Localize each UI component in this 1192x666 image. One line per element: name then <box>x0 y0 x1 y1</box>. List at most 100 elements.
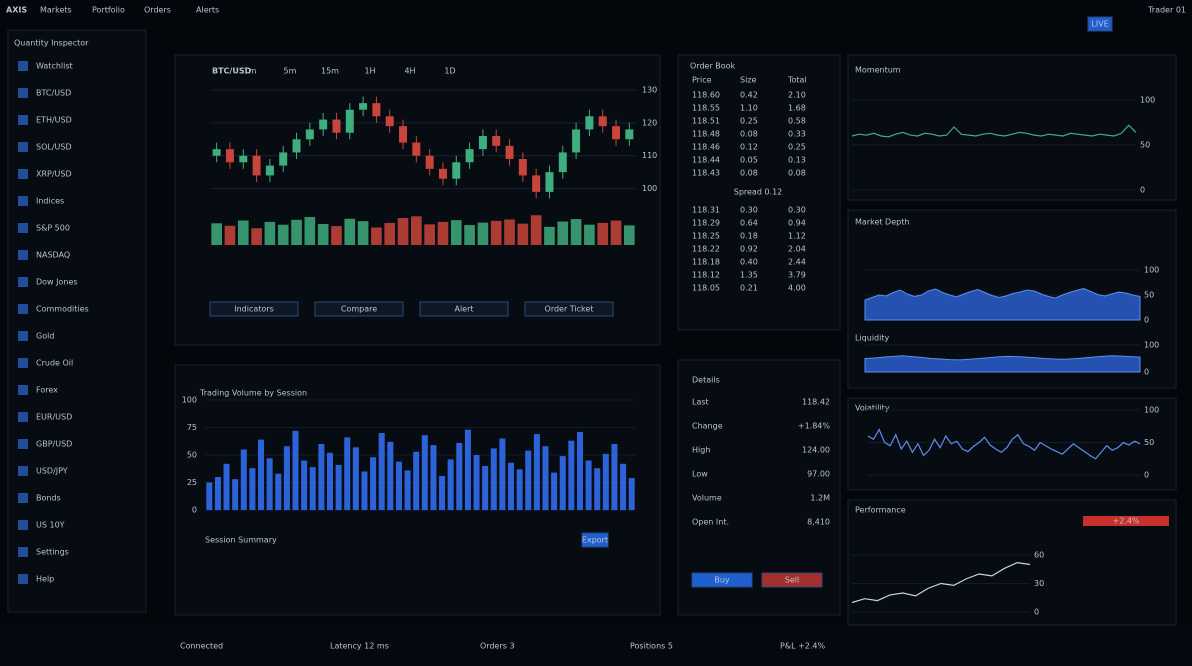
orderbook-header: Size <box>740 76 757 85</box>
buy-button[interactable] <box>691 572 753 588</box>
bar <box>258 439 265 510</box>
sidebar-item[interactable]: GBP/USD <box>36 440 72 449</box>
volume-bar <box>557 221 569 245</box>
timeframe-tab[interactable]: 1m <box>244 67 257 76</box>
orderbook-cell: 118.44 <box>692 156 720 165</box>
sidebar-item[interactable]: NASDAQ <box>36 251 70 260</box>
sidebar-item[interactable]: Settings <box>36 548 69 557</box>
y-tick-label: 100 <box>1144 266 1159 275</box>
bar <box>456 442 463 510</box>
orderbook-cell: 0.33 <box>788 130 806 139</box>
menu-item[interactable]: Alerts <box>196 6 219 15</box>
candle-body <box>279 152 288 166</box>
sidebar-item[interactable]: SOL/USD <box>36 143 72 152</box>
export-button[interactable] <box>581 532 609 548</box>
status-item: Latency 12 ms <box>330 642 389 651</box>
chart-button-label: Indicators <box>234 305 274 314</box>
sidebar-item[interactable]: Dow Jones <box>36 278 78 287</box>
sidebar-item[interactable]: Bonds <box>36 494 61 503</box>
buy-button-label: Buy <box>714 576 730 585</box>
candle-body <box>452 162 461 179</box>
timeframe-tab[interactable]: 1H <box>364 67 375 76</box>
volume-bar <box>304 217 316 245</box>
chart-button[interactable] <box>209 301 299 317</box>
sell-button-label: Sell <box>785 576 799 585</box>
volume-bar <box>237 220 249 245</box>
timeframe-tab[interactable]: 1D <box>444 67 455 76</box>
bar <box>430 445 437 510</box>
orderbook-header: Total <box>787 76 807 85</box>
bar <box>576 431 583 510</box>
sidebar-item[interactable]: Gold <box>36 332 54 341</box>
status-button[interactable] <box>1087 16 1113 32</box>
detail-key: Change <box>692 422 723 431</box>
bar <box>507 462 515 510</box>
timeframe-tab[interactable]: 15m <box>321 67 339 76</box>
timeframe-tab[interactable]: 4H <box>404 67 415 76</box>
orderbook-cell: 1.68 <box>788 104 806 113</box>
orderbook-cell: 118.31 <box>692 206 720 215</box>
y-tick-label: 100 <box>1144 341 1159 350</box>
candle-body <box>319 119 328 130</box>
candle-body <box>385 116 394 127</box>
bar <box>490 448 497 510</box>
sidebar-item[interactable]: S&P 500 <box>36 224 70 233</box>
y-tick-label: 50 <box>1144 438 1154 447</box>
candle-body <box>518 159 527 176</box>
line <box>867 428 1141 460</box>
menu-item[interactable]: Orders <box>144 6 171 15</box>
sidebar-item[interactable]: Crude Oil <box>36 359 73 368</box>
momentum-panel <box>847 54 1177 201</box>
price-title: BTC/USD <box>212 67 252 76</box>
bar <box>542 446 549 510</box>
sidebar-icon <box>18 466 28 476</box>
candle-body <box>305 129 314 140</box>
bar <box>568 440 575 510</box>
orderbook-cell: 118.22 <box>692 245 720 254</box>
chart-button[interactable] <box>314 301 404 317</box>
sidebar-item[interactable]: ETH/USD <box>36 116 72 125</box>
sidebar-item[interactable]: Help <box>36 575 54 584</box>
sidebar-item[interactable]: US 10Y <box>36 521 65 530</box>
sidebar-item[interactable]: Commodities <box>36 305 89 314</box>
candle-body <box>598 116 607 127</box>
candle-body <box>345 109 354 133</box>
timeframe-tab[interactable]: 5m <box>284 67 297 76</box>
status-item: Connected <box>180 642 223 651</box>
volume-bar <box>437 221 449 245</box>
area <box>864 287 1141 321</box>
sell-button[interactable] <box>761 572 823 588</box>
y-tick-label: 100 <box>642 184 657 193</box>
detail-value: 1.2M <box>810 494 830 503</box>
status-item: P&L +2.4% <box>780 642 825 651</box>
sidebar-item[interactable]: Watchlist <box>36 62 73 71</box>
sidebar-item[interactable]: Indices <box>36 197 64 206</box>
sidebar-item[interactable]: EUR/USD <box>36 413 72 422</box>
sidebar-item[interactable]: Forex <box>36 386 58 395</box>
volume-bar <box>517 223 529 245</box>
export-button-label: Export <box>582 536 608 545</box>
bar <box>370 457 377 510</box>
volume-bar <box>371 227 382 245</box>
status-item: Positions 5 <box>630 642 673 651</box>
orderbook-cell: 1.10 <box>740 104 758 113</box>
sidebar-item[interactable]: XRP/USD <box>36 170 72 179</box>
orderbook-cell: 0.05 <box>740 156 758 165</box>
chart-button[interactable] <box>419 301 509 317</box>
candle-body <box>412 142 421 156</box>
sidebar-icon <box>18 385 28 395</box>
orderbook-spread: Spread 0.12 <box>734 188 783 197</box>
volume-title: Trading Volume by Session <box>199 389 307 398</box>
volume-bar <box>357 221 369 245</box>
candle-body <box>252 155 261 176</box>
bar <box>292 430 299 510</box>
sidebar-item[interactable]: BTC/USD <box>36 89 71 98</box>
chart-button[interactable] <box>524 301 614 317</box>
menu-item[interactable]: Portfolio <box>92 6 125 15</box>
y-tick-label: 0 <box>1144 368 1149 377</box>
orderbook-cell: 0.25 <box>740 117 758 126</box>
sidebar-item[interactable]: USD/JPY <box>36 467 68 476</box>
price-panel <box>174 54 661 346</box>
menu-item[interactable]: Markets <box>40 6 72 15</box>
orderbook-cell: 0.25 <box>788 143 806 152</box>
